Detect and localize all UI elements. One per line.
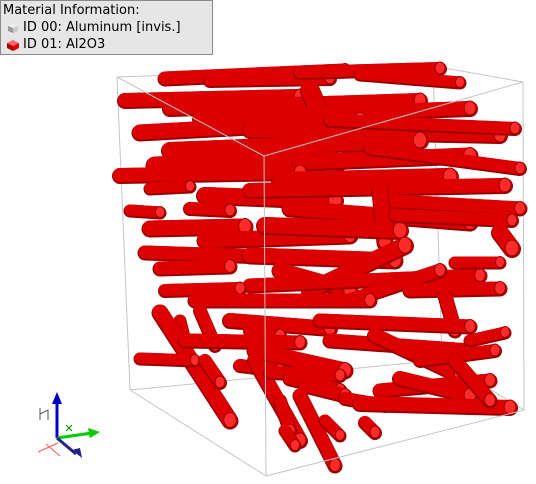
- fiber-end-cap: [334, 368, 346, 382]
- fiber-end-cap: [334, 429, 346, 441]
- fiber-21: [184, 202, 236, 216]
- fiber-end-cap: [474, 268, 486, 282]
- fiber-11: [324, 114, 521, 134]
- legend-item-aluminum[interactable]: ID 00: Aluminum [invis.]: [3, 19, 208, 36]
- fiber-32: [153, 259, 237, 275]
- fiber-37: [403, 281, 507, 297]
- fiber-end-cap: [514, 201, 526, 215]
- legend-item-label: ID 00: Aluminum [invis.]: [23, 20, 181, 35]
- fiber-3: [354, 68, 466, 88]
- fiber-end-cap: [392, 221, 408, 239]
- fiber-end-cap: [484, 373, 496, 387]
- fiber-end-cap: [498, 177, 512, 193]
- fiber-end-cap: [509, 121, 521, 135]
- fiber-14: [113, 165, 307, 182]
- fiber-22: [373, 193, 527, 215]
- fiber-69: [448, 353, 497, 407]
- fiber-49: [247, 342, 353, 378]
- legend-item-label: ID 01: Al2O3: [23, 37, 106, 52]
- fiber-28: [389, 209, 518, 226]
- fiber-64: [293, 388, 342, 472]
- fiber-end-cap: [464, 319, 476, 333]
- fiber-end-cap: [489, 343, 501, 357]
- fiber-9: [243, 123, 507, 142]
- fiber-end-cap: [369, 425, 381, 439]
- fiber-cloud: [112, 61, 528, 474]
- fiber-end-cap: [463, 100, 477, 116]
- bounding-box-front: [116, 76, 525, 477]
- fiber-end-cap: [214, 375, 226, 389]
- cube-icon: [8, 23, 18, 33]
- fiber-end-cap: [484, 393, 496, 407]
- fiber-end-cap: [412, 131, 428, 149]
- fiber-10: [162, 132, 428, 158]
- fiber-end-cap: [224, 259, 236, 273]
- fiber-end-cap: [184, 180, 196, 192]
- fiber-end-cap: [294, 335, 306, 349]
- fiber-16: [272, 168, 458, 188]
- fiber-4: [118, 89, 307, 107]
- fiber-end-cap: [397, 236, 413, 254]
- fiber-40: [159, 282, 246, 296]
- fiber-52: [134, 352, 201, 366]
- legend-item-al2o3[interactable]: ID 01: Al2O3: [3, 36, 208, 53]
- fiber-62: [393, 371, 477, 402]
- fiber-27: [257, 217, 408, 238]
- fiber-end-cap: [504, 239, 520, 257]
- material-legend: Material Information: ID 00: Aluminum [i…: [0, 0, 213, 55]
- fiber-15: [364, 142, 526, 174]
- fiber-end-cap: [224, 203, 236, 217]
- fiber-end-cap: [234, 281, 246, 295]
- fiber-58: [298, 378, 352, 402]
- fiber-70: [464, 326, 511, 346]
- cube-icon: [7, 39, 19, 51]
- fiber-43: [313, 313, 477, 333]
- fiber-25: [142, 218, 253, 236]
- fiber-end-cap: [454, 76, 466, 88]
- fiber-end-cap: [494, 281, 506, 295]
- orientation-axes: [37, 392, 100, 458]
- fiber-end-cap: [364, 293, 376, 307]
- fiber-end-cap: [289, 439, 301, 451]
- fiber-end-cap: [223, 412, 237, 428]
- fiber-end-cap: [514, 161, 526, 175]
- fiber-end-cap: [434, 263, 446, 277]
- fiber-48: [178, 333, 307, 349]
- fiber-42: [223, 313, 337, 335]
- fiber-end-cap: [499, 326, 511, 338]
- fiber-end-cap: [434, 61, 446, 75]
- fiber-end-cap: [506, 213, 518, 227]
- fiber-end-cap: [329, 458, 341, 472]
- fiber-end-cap: [494, 256, 506, 268]
- fiber-end-cap: [503, 399, 517, 415]
- fiber-17: [144, 180, 196, 194]
- legend-title: Material Information:: [3, 3, 140, 18]
- fiber-end-cap: [154, 206, 166, 218]
- fiber-5: [163, 93, 427, 115]
- fiber-56: [264, 366, 346, 381]
